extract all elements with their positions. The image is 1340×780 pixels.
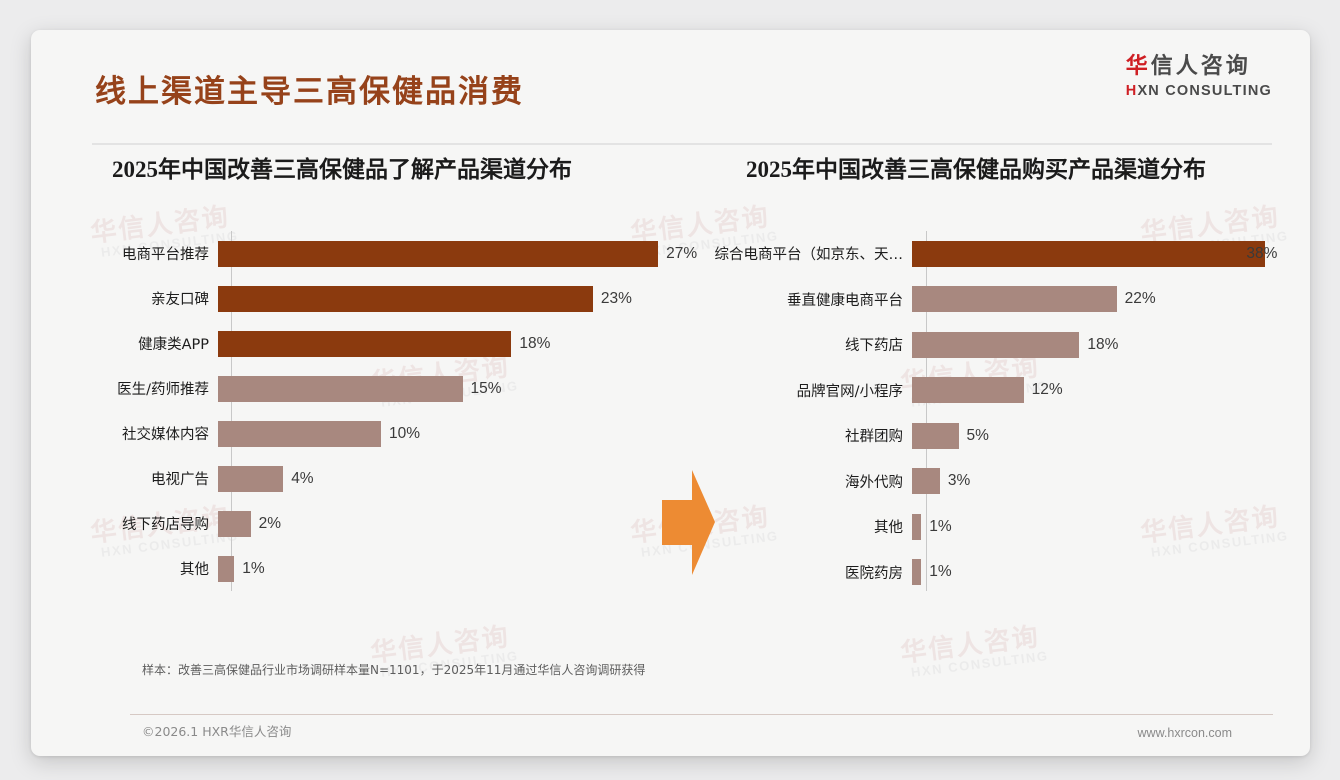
bar-row: 其他 1%: [81, 546, 691, 591]
bar-category-label: 垂直健康电商平台: [787, 292, 903, 309]
bar-value-label: 1%: [929, 517, 952, 535]
chart-axis-line: [926, 231, 927, 591]
bar-row: 健康类APP 18%: [81, 321, 691, 366]
bar-value-label: 5%: [966, 426, 989, 444]
chart-axis-line: [231, 231, 232, 591]
logo-cn-accent-char: 华: [1125, 54, 1151, 79]
chart-panel-purchase: 2025年中国改善三高保健品购买产品渠道分布 综合电商平台（如京东、天… 38% 垂…: [703, 150, 1293, 595]
company-logo: 华信人咨询 HXN CONSULTING: [1126, 56, 1272, 99]
bar-value-label: 2%: [258, 514, 281, 532]
sample-note: 样本：改善三高保健品行业市场调研样本量N=1101，于2025年11月通过华信人…: [142, 663, 646, 677]
bar-segment: [218, 240, 659, 267]
bar-row: 医院药房 1%: [703, 550, 1293, 596]
bar-chart-awareness: 电商平台推荐 27% 亲友口碑 23% 健康类APP 18% 医生/药师推荐 15% 社交媒体内…: [81, 231, 697, 591]
copyright-text: ©2026.1 HXR华信人咨询: [142, 724, 292, 739]
logo-cn-rest: 信人咨询: [1150, 54, 1251, 79]
website-url: www.hxrcon.com: [1137, 726, 1232, 740]
bar-row: 综合电商平台（如京东、天… 38%: [703, 231, 1293, 277]
bar-rows-awareness: 电商平台推荐 27% 亲友口碑 23% 健康类APP 18% 医生/药师推荐 15% 社交媒体内…: [81, 231, 697, 591]
bar-category-label: 品牌官网/小程序: [796, 383, 903, 400]
bar-segment: [912, 240, 1266, 267]
slide-header: 线上渠道主导三高保健品消费 华信人咨询 HXN CONSULTING: [31, 30, 1310, 112]
bar-category-label: 亲友口碑: [151, 292, 209, 308]
bar-row: 海外代购 3%: [703, 459, 1293, 505]
bar-segment: [912, 286, 1117, 313]
bar-value-label: 18%: [1087, 335, 1119, 353]
charts-container: 2025年中国改善三高保健品了解产品渠道分布 电商平台推荐 27% 亲友口碑 23% 健…: [31, 150, 1310, 690]
page-title: 线上渠道主导三高保健品消费: [95, 74, 524, 110]
bar-category-label: 医院药房: [845, 565, 903, 582]
header-divider: [92, 143, 1272, 145]
bar-segment: [912, 422, 959, 449]
bar-segment: [218, 510, 251, 537]
bar-value-label: 22%: [1124, 290, 1156, 308]
bar-category-label: 线下药店: [845, 338, 903, 355]
bar-row: 线下药店导购 2%: [81, 501, 691, 546]
bar-row: 品牌官网/小程序 12%: [703, 368, 1293, 414]
bar-category-label: 医生/药师推荐: [117, 382, 209, 398]
bar-rows-purchase: 综合电商平台（如京东、天… 38% 垂直健康电商平台 22% 线下药店 18% 品牌官网/小…: [703, 231, 1293, 595]
bar-category-label: 线下药店导购: [122, 517, 209, 533]
slide-card: 华信人咨询 HXN CONSULTING 华信人咨询 HXN CONSULTING 华信…: [31, 30, 1310, 756]
bar-row: 社群团购 5%: [703, 413, 1293, 459]
bar-category-label: 其他: [180, 562, 209, 578]
bar-value-label: 18%: [519, 334, 551, 352]
bar-row: 电视广告 4%: [81, 456, 691, 501]
bar-row: 医生/药师推荐 15%: [81, 366, 691, 411]
bar-value-label: 23%: [600, 289, 632, 307]
bar-row: 电商平台推荐 27%: [81, 231, 697, 276]
bar-category-label: 社交媒体内容: [122, 427, 209, 443]
bar-row: 垂直健康电商平台 22%: [703, 277, 1293, 323]
bar-value-label: 10%: [389, 424, 421, 442]
bar-row: 社交媒体内容 10%: [81, 411, 691, 456]
bar-category-label: 海外代购: [845, 474, 903, 491]
footer-divider: [130, 714, 1273, 715]
logo-chinese-text: 华信人咨询: [1126, 56, 1272, 78]
bar-segment: [218, 420, 381, 447]
bar-segment: [912, 513, 922, 540]
bar-row: 线下药店 18%: [703, 322, 1293, 368]
bar-value-label: 3%: [947, 472, 971, 490]
bar-value-label: 1%: [929, 563, 952, 581]
bar-value-label: 38%: [1246, 244, 1278, 262]
bar-segment: [912, 559, 922, 586]
bar-row: 其他 1%: [703, 504, 1293, 550]
chart-title-purchase: 2025年中国改善三高保健品购买产品渠道分布: [746, 157, 1206, 182]
logo-en-accent-char: H: [1125, 83, 1138, 99]
bar-segment: [218, 330, 512, 357]
bar-chart-purchase: 综合电商平台（如京东、天… 38% 垂直健康电商平台 22% 线下药店 18% 品牌官网/小…: [703, 231, 1293, 595]
bar-segment: [218, 465, 284, 492]
chart-panel-awareness: 2025年中国改善三高保健品了解产品渠道分布 电商平台推荐 27% 亲友口碑 23% 健…: [81, 150, 697, 591]
bar-segment: [218, 285, 593, 312]
bar-value-label: 12%: [1031, 381, 1063, 399]
bar-category-label: 电商平台推荐: [122, 247, 209, 263]
chart-title-awareness: 2025年中国改善三高保健品了解产品渠道分布: [112, 157, 572, 182]
bar-category-label: 综合电商平台（如京东、天…: [714, 247, 904, 264]
bar-value-label: 4%: [291, 469, 314, 487]
bar-segment: [218, 375, 463, 402]
bar-row: 亲友口碑 23%: [81, 276, 691, 321]
bar-value-label: 27%: [666, 244, 698, 262]
bar-value-label: 1%: [242, 559, 265, 577]
arrow-right-icon: [662, 470, 715, 575]
bar-segment: [912, 331, 1080, 358]
bar-category-label: 电视广告: [151, 472, 209, 488]
bar-segment: [218, 555, 235, 582]
bar-value-label: 15%: [470, 379, 502, 397]
logo-en-rest: XN CONSULTING: [1137, 83, 1272, 99]
bar-segment: [912, 468, 940, 495]
bar-category-label: 其他: [874, 520, 903, 537]
bar-segment: [912, 377, 1024, 404]
bar-category-label: 社群团购: [845, 429, 903, 446]
bar-category-label: 健康类APP: [138, 337, 209, 353]
logo-english-text: HXN CONSULTING: [1126, 84, 1272, 99]
